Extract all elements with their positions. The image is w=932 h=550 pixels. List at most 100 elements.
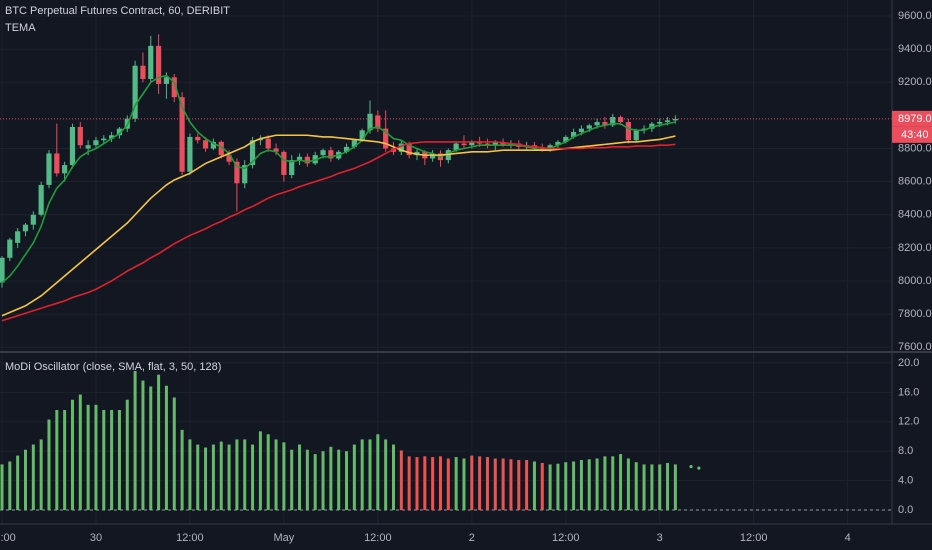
indicator-label: TEMA bbox=[5, 22, 36, 34]
y-tick-label: 8200.0 bbox=[898, 242, 932, 254]
candle-body bbox=[664, 120, 671, 123]
axes: 12:00 30 12:00 May 12:00 2 12:00 3 12:00 4 7600.0 7… bbox=[0, 10, 932, 544]
oscillator-dot bbox=[689, 465, 693, 469]
oscillator-bar bbox=[493, 458, 497, 511]
oscillator-bar bbox=[149, 386, 153, 511]
oscillator-bar bbox=[478, 456, 482, 511]
candle-body bbox=[610, 117, 616, 126]
candle-body bbox=[586, 125, 592, 129]
oscillator-bar bbox=[251, 444, 255, 511]
oscillator-bar bbox=[392, 444, 395, 511]
oscillator-bar bbox=[650, 464, 654, 511]
oscillator-bar bbox=[125, 399, 129, 511]
candle-body bbox=[202, 140, 209, 149]
candle-body bbox=[265, 138, 271, 149]
x-tick-label: 12:00 bbox=[176, 532, 204, 544]
candle-body bbox=[226, 155, 232, 162]
ma-line bbox=[1, 141, 676, 322]
oscillator-dot bbox=[697, 466, 701, 470]
oscillator-bar bbox=[642, 464, 646, 511]
oscillator-bar bbox=[634, 462, 638, 511]
candle-body bbox=[179, 97, 185, 172]
oscillator-bar bbox=[329, 446, 333, 511]
candle-body bbox=[7, 239, 13, 258]
candle-body bbox=[85, 145, 91, 149]
candle-body bbox=[461, 143, 467, 146]
oscillator-bar bbox=[196, 444, 200, 511]
oscillator-bar bbox=[23, 449, 27, 511]
x-tick-label: 4 bbox=[845, 532, 851, 544]
candle-body bbox=[281, 151, 287, 175]
oscillator-bar bbox=[619, 454, 623, 511]
oscillator-bar bbox=[55, 410, 59, 511]
candle-body bbox=[77, 126, 83, 146]
y-tick-label: 7600.0 bbox=[898, 341, 932, 353]
oscillator-bar bbox=[235, 439, 239, 511]
last-price-label: 8979.0 bbox=[898, 113, 932, 125]
oscillator-bar bbox=[188, 439, 192, 511]
oscillator-bar bbox=[603, 456, 607, 511]
candle-body bbox=[406, 143, 412, 156]
oscillator-bar bbox=[31, 444, 35, 511]
candle-body bbox=[0, 257, 5, 283]
candle-body bbox=[171, 77, 177, 98]
candle-body bbox=[343, 146, 350, 152]
oscillator-bar bbox=[376, 434, 380, 511]
oscillator-bar bbox=[102, 410, 106, 511]
candle-body bbox=[594, 122, 600, 126]
oscillator-bar bbox=[587, 459, 591, 511]
y-tick-label: 9200.0 bbox=[898, 76, 932, 88]
candle-body bbox=[163, 77, 170, 84]
x-tick-label: 3 bbox=[657, 532, 663, 544]
candle-body bbox=[195, 136, 201, 141]
candle-body bbox=[69, 126, 76, 166]
oscillator-bar bbox=[63, 410, 67, 511]
oscillator-title: MoDi Oscillator (close, SMA, flat, 3, 50… bbox=[5, 361, 221, 373]
candle-body bbox=[570, 131, 577, 137]
plot bbox=[0, 34, 892, 511]
candle-body bbox=[109, 135, 115, 139]
oscillator-bar bbox=[219, 441, 223, 511]
oscillator-bar bbox=[438, 456, 442, 511]
candle-body bbox=[477, 141, 483, 144]
oscillator-bar bbox=[39, 439, 43, 511]
candle-body bbox=[351, 140, 357, 147]
y-tick-label: 8800.0 bbox=[898, 142, 932, 154]
oscillator-bar bbox=[556, 463, 560, 511]
oscillator-bar bbox=[666, 462, 670, 511]
oscillator-bar bbox=[540, 462, 544, 511]
oscillator-bar bbox=[258, 431, 262, 511]
oscillator-bar bbox=[290, 449, 294, 511]
oscillator-bar bbox=[0, 464, 4, 511]
candle-body bbox=[469, 141, 475, 146]
candle-body bbox=[156, 45, 162, 84]
candle-body bbox=[289, 160, 295, 175]
oscillator-bar bbox=[415, 457, 419, 511]
candle-body bbox=[492, 141, 498, 146]
countdown-label: 43:40 bbox=[901, 129, 929, 141]
oscillator-bar bbox=[227, 444, 231, 511]
y-tick-label: 8000.0 bbox=[898, 275, 932, 287]
oscillator-bar bbox=[509, 459, 513, 511]
candle-body bbox=[359, 130, 365, 141]
candle-body bbox=[93, 140, 99, 146]
candle-body bbox=[383, 128, 389, 149]
oscillator-bar bbox=[321, 451, 325, 511]
candle-body bbox=[617, 117, 624, 123]
candle-body bbox=[578, 128, 585, 132]
candle-body bbox=[304, 156, 310, 164]
y-tick-label: 16.0 bbox=[898, 386, 919, 398]
candle-body bbox=[500, 141, 506, 146]
oscillator-bar bbox=[16, 455, 20, 511]
candle-body bbox=[210, 141, 217, 149]
candle-body bbox=[430, 153, 436, 159]
candle-body bbox=[54, 153, 60, 174]
oscillator-bar bbox=[94, 404, 98, 511]
oscillator-bar bbox=[8, 461, 12, 511]
oscillator-bar bbox=[407, 456, 411, 511]
oscillator-bar bbox=[423, 456, 427, 511]
candle-body bbox=[22, 224, 29, 232]
x-tick-label: 12:00 bbox=[552, 532, 580, 544]
candle-body bbox=[132, 65, 138, 119]
oscillator-bar bbox=[172, 397, 176, 511]
